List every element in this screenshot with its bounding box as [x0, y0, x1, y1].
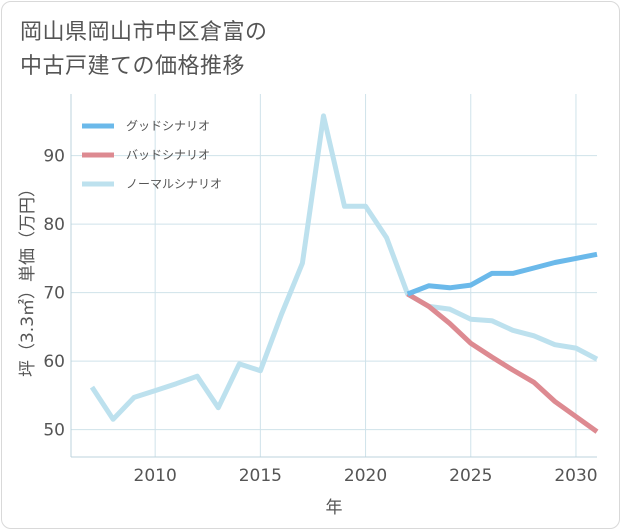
legend-label-0: グッドシナリオ [126, 119, 210, 133]
axes: 2010 2015 2020 2025 2030 50 60 70 80 90 [43, 94, 598, 486]
series-line-0 [406, 251, 598, 297]
legend-label-2: ノーマルシナリオ [126, 177, 222, 191]
chart-title: 岡山県岡山市中区倉富の 中古戸建ての価格推移 [20, 16, 268, 84]
y-tick-label: 60 [43, 352, 65, 372]
y-tick-label: 80 [43, 215, 65, 235]
y-tick-label: 90 [43, 147, 65, 167]
legend-label-1: バッドシナリオ [126, 148, 210, 162]
y-axis-label: 坪（3.3㎡）単価（万円） [18, 180, 38, 377]
x-tick-label: 2025 [449, 466, 492, 486]
y-tick-label: 50 [43, 421, 65, 441]
y-tick-label: 70 [43, 284, 65, 304]
series-line-2 [89, 113, 599, 422]
grid-lines [71, 94, 597, 457]
x-tick-label: 2030 [554, 466, 597, 486]
x-axis-label: 年 [326, 498, 343, 518]
title-line-1: 岡山県岡山市中区倉富の [20, 20, 268, 45]
x-tick-label: 2010 [134, 466, 177, 486]
series-line-1 [406, 291, 599, 434]
x-tick-label: 2020 [344, 466, 387, 486]
series-lines [89, 113, 599, 434]
x-tick-label: 2015 [239, 466, 282, 486]
title-line-2: 中古戸建ての価格推移 [20, 54, 246, 79]
